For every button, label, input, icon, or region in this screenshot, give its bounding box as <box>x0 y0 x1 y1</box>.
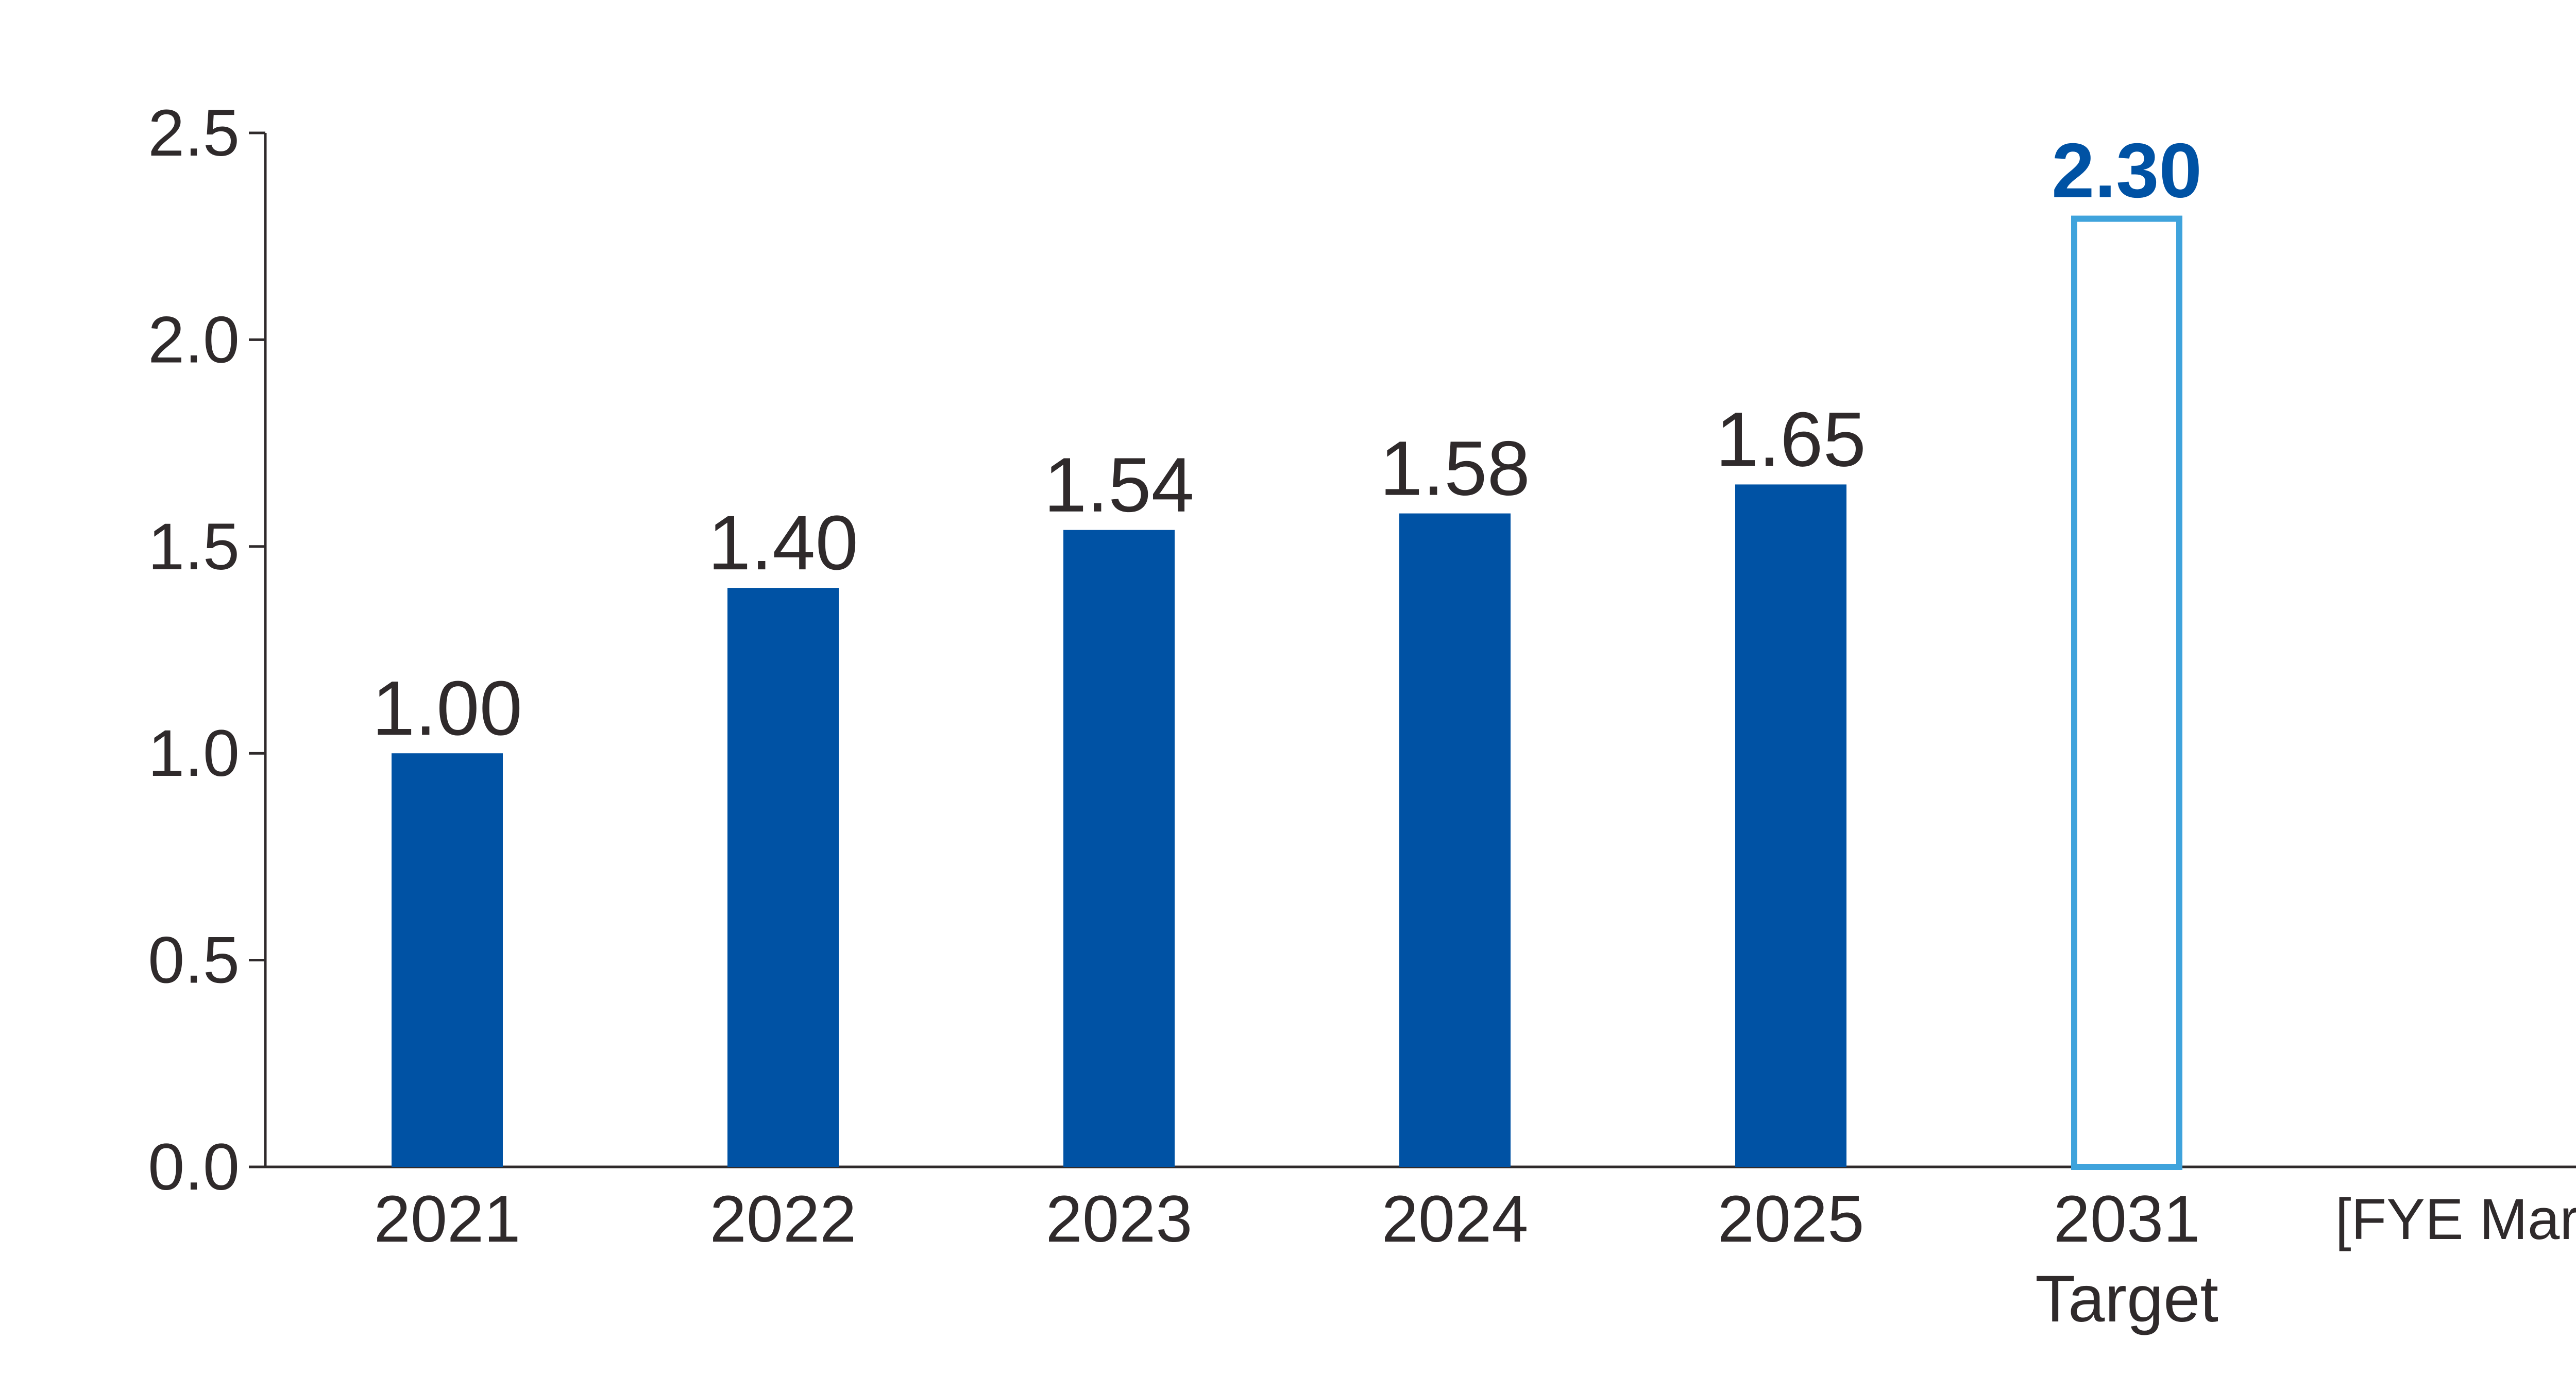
bar-value-label: 1.65 <box>1716 396 1866 482</box>
bar <box>1399 513 1511 1167</box>
bar <box>392 753 503 1167</box>
x-tick-label: 2021 <box>374 1182 521 1256</box>
x-axis-unit-label: [FYE March] <box>2335 1187 2576 1251</box>
bar-target <box>2071 215 2182 1170</box>
y-axis-ticks: 0.0 0.5 1.0 1.5 2.0 2.5 <box>148 96 265 1204</box>
y-tick-label: 0.5 <box>148 924 240 997</box>
bar-value-label: 1.00 <box>372 665 522 751</box>
x-tick-label: 2031 <box>2054 1182 2200 1256</box>
x-tick-label: 2024 <box>1382 1182 1529 1256</box>
bar-value-label: 1.54 <box>1044 442 1194 528</box>
x-tick-label: 2025 <box>1718 1182 1865 1256</box>
x-tick-label: 2022 <box>710 1182 857 1256</box>
bar-value-label: 1.40 <box>708 499 858 586</box>
x-tick-sublabel: Target <box>2035 1262 2218 1336</box>
x-tick-label: 2023 <box>1046 1182 1193 1256</box>
bar <box>1063 530 1175 1167</box>
y-tick-label: 2.0 <box>148 303 240 377</box>
y-tick-label: 0.0 <box>148 1130 240 1204</box>
bar-target-value-label: 2.30 <box>2052 127 2202 214</box>
bar <box>727 588 839 1167</box>
y-tick-label: 1.0 <box>148 717 240 790</box>
bars: 1.00 1.40 1.54 1.58 1.65 2.30 <box>372 127 2202 1170</box>
y-tick-label: 2.5 <box>148 96 240 170</box>
bar <box>1735 484 1846 1167</box>
bar-value-label: 1.58 <box>1380 425 1530 512</box>
y-tick-label: 1.5 <box>148 510 240 584</box>
